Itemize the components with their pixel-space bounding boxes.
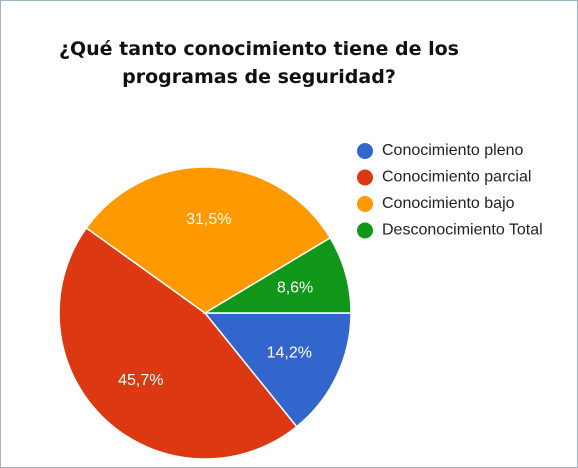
- slice-label: 31,5%: [186, 211, 231, 228]
- legend-swatch: [357, 169, 373, 186]
- legend-label: Conocimiento bajo: [382, 195, 515, 212]
- legend-swatch: [357, 222, 373, 239]
- legend-label: Conocimiento parcial: [382, 169, 531, 186]
- chart-title: ¿Qué tanto conocimiento tiene de los pro…: [58, 38, 459, 88]
- pie-slice: [203, 312, 352, 428]
- legend-swatch: [357, 143, 373, 159]
- pie-slice: [85, 166, 332, 314]
- legend-label: Conocimiento pleno: [382, 142, 524, 159]
- legend-swatch: [357, 196, 373, 212]
- slice-label: 8,6%: [277, 279, 313, 296]
- slice-label: 45,7%: [118, 372, 163, 389]
- pie-slice: [58, 226, 298, 460]
- pie-slice: [202, 236, 352, 314]
- slice-label: 14,2%: [267, 345, 312, 362]
- legend-label: Desconocimiento Total: [382, 222, 543, 239]
